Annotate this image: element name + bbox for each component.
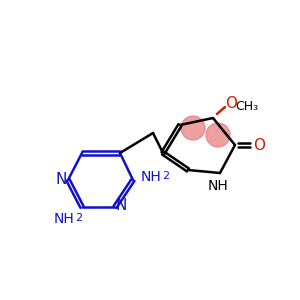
Text: O: O — [253, 137, 265, 152]
Text: N: N — [55, 172, 67, 188]
Circle shape — [181, 116, 205, 140]
Circle shape — [206, 123, 230, 147]
Text: O: O — [225, 97, 237, 112]
Text: N: N — [115, 197, 127, 212]
Text: CH₃: CH₃ — [236, 100, 259, 113]
Text: NH: NH — [141, 170, 161, 184]
Text: NH: NH — [208, 179, 228, 193]
Text: NH: NH — [54, 212, 74, 226]
Text: 2: 2 — [75, 213, 82, 223]
Text: 2: 2 — [162, 171, 169, 181]
